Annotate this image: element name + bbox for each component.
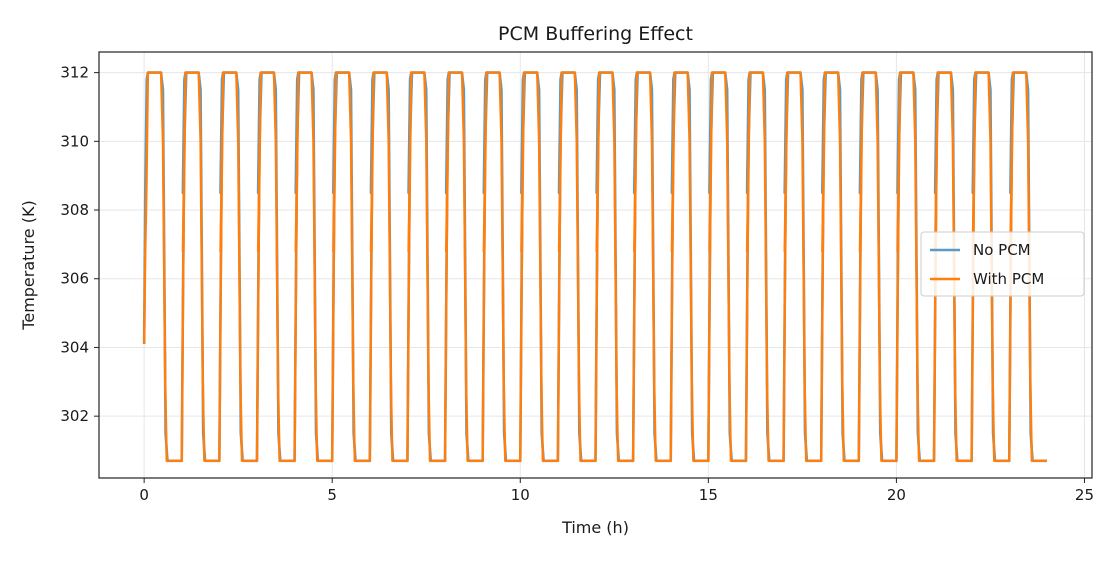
- series-layer: [142, 71, 1047, 463]
- y-tick-label: 312: [60, 64, 89, 82]
- x-tick-label: 15: [699, 486, 718, 504]
- plot-frame: [98, 51, 1093, 479]
- legend-label-no-pcm: No PCM: [973, 241, 1031, 259]
- y-tick-label: 304: [60, 338, 89, 356]
- x-tick-label: 5: [327, 486, 337, 504]
- y-axis-title: Temperature (K): [19, 200, 38, 330]
- series-line-with-pcm: [142, 71, 1047, 463]
- legend-label-with-pcm: With PCM: [973, 270, 1044, 288]
- y-axis: 302 304 306 308 310 312: [60, 64, 99, 425]
- x-tick-label: 0: [139, 486, 149, 504]
- x-tick-label: 10: [511, 486, 530, 504]
- legend-box: [920, 231, 1085, 297]
- x-axis-title: Time (h): [561, 518, 629, 537]
- legend: No PCM With PCM: [920, 231, 1085, 297]
- y-tick-label: 308: [60, 201, 89, 219]
- y-tick-label: 310: [60, 132, 89, 150]
- x-tick-label: 25: [1075, 486, 1094, 504]
- y-tick-label: 306: [60, 270, 89, 288]
- y-tick-label: 302: [60, 407, 89, 425]
- chart-title: PCM Buffering Effect: [498, 23, 693, 45]
- x-axis: 0 5 10 15 20 25: [139, 478, 1094, 504]
- x-tick-label: 20: [887, 486, 906, 504]
